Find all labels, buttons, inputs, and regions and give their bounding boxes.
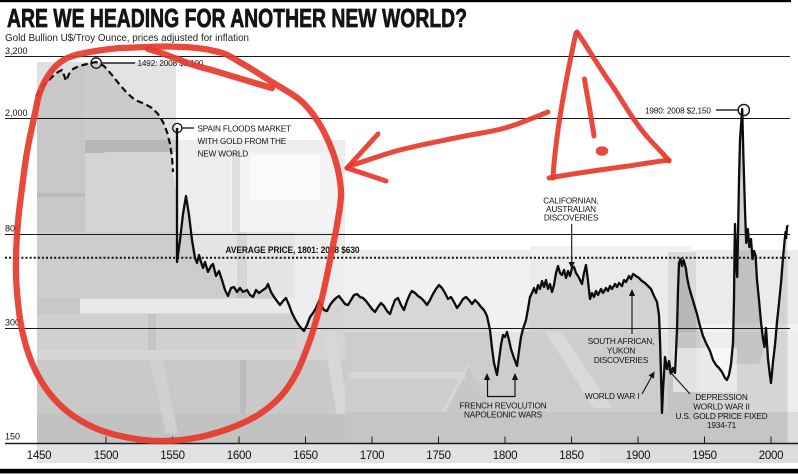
svg-text:1750: 1750: [426, 450, 450, 462]
svg-text:ARE WE HEADING FOR ANOTHER NEW: ARE WE HEADING FOR ANOTHER NEW WORLD?: [7, 3, 467, 33]
svg-text:3,200: 3,200: [5, 46, 28, 56]
svg-text:U.S. GOLD PRICE FIXED: U.S. GOLD PRICE FIXED: [676, 412, 768, 421]
svg-text:NEW WORLD: NEW WORLD: [198, 150, 249, 159]
svg-text:1850: 1850: [559, 450, 583, 462]
svg-text:1550: 1550: [160, 450, 184, 462]
svg-text:WITH GOLD FROM THE: WITH GOLD FROM THE: [198, 137, 287, 146]
svg-text:AUSTRALIAN: AUSTRALIAN: [546, 205, 596, 214]
svg-text:1950: 1950: [692, 450, 716, 462]
svg-text:1934-71: 1934-71: [707, 421, 737, 430]
svg-text:Gold Bullion U$/Troy Ounce, pr: Gold Bullion U$/Troy Ounce, prices adjus…: [5, 32, 249, 44]
svg-text:NAPOLEONIC WARS: NAPOLEONIC WARS: [464, 410, 543, 419]
svg-text:1492: 2008 $3,100: 1492: 2008 $3,100: [138, 59, 204, 68]
svg-text:150: 150: [5, 432, 20, 442]
svg-text:DEPRESSION: DEPRESSION: [695, 393, 747, 402]
svg-text:YUKON: YUKON: [607, 347, 636, 356]
svg-text:1650: 1650: [293, 450, 317, 462]
svg-text:SOUTH AFRICAN,: SOUTH AFRICAN,: [588, 337, 655, 346]
svg-text:FRENCH REVOLUTION: FRENCH REVOLUTION: [459, 402, 546, 411]
svg-text:800: 800: [5, 224, 20, 234]
svg-text:2000: 2000: [759, 450, 783, 462]
svg-text:SPAIN FLOODS MARKET: SPAIN FLOODS MARKET: [198, 125, 292, 134]
svg-text:300: 300: [5, 318, 20, 328]
svg-text:1600: 1600: [227, 450, 251, 462]
svg-text:1450: 1450: [27, 450, 51, 462]
svg-text:DISCOVERIES: DISCOVERIES: [544, 214, 599, 223]
svg-text:WORLD WAR I: WORLD WAR I: [585, 392, 639, 401]
svg-text:1500: 1500: [94, 450, 118, 462]
svg-text:1980: 2008 $2,150: 1980: 2008 $2,150: [645, 107, 711, 116]
svg-text:DISCOVERIES: DISCOVERIES: [594, 356, 649, 365]
svg-text:1800: 1800: [493, 450, 517, 462]
svg-text:CALIFORNIAN,: CALIFORNIAN,: [543, 197, 599, 206]
svg-text:AVERAGE PRICE, 1801: 2008 $630: AVERAGE PRICE, 1801: 2008 $630: [226, 245, 360, 255]
svg-text:2,000: 2,000: [5, 108, 28, 118]
svg-text:1900: 1900: [626, 450, 650, 462]
svg-text:1700: 1700: [360, 450, 384, 462]
svg-text:WORLD WAR II: WORLD WAR II: [693, 403, 750, 412]
